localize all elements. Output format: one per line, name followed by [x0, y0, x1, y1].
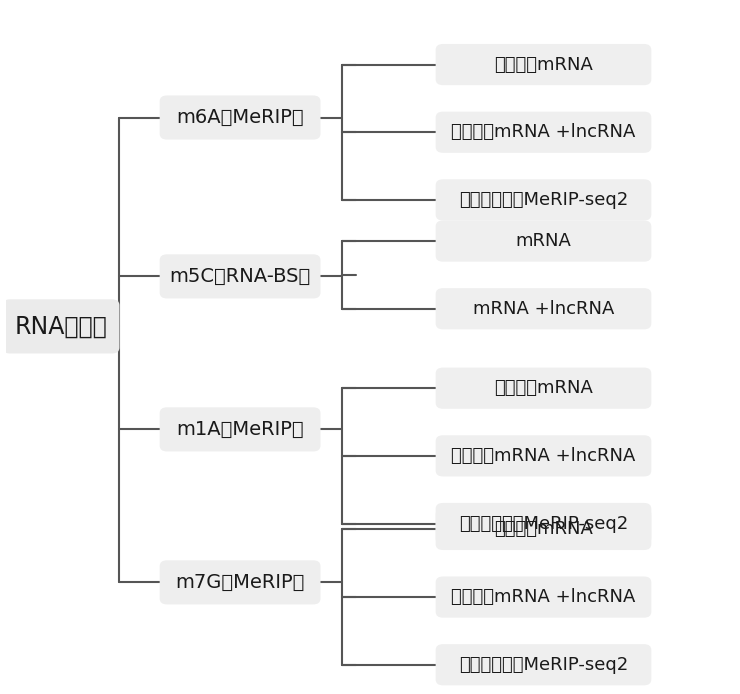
Text: m5C（RNA-BS）: m5C（RNA-BS）	[169, 267, 311, 286]
Text: （群体研究）MeRIP-seq2: （群体研究）MeRIP-seq2	[459, 656, 628, 674]
FancyBboxPatch shape	[436, 435, 651, 477]
FancyBboxPatch shape	[436, 221, 651, 262]
Text: m1A（MeRIP）: m1A（MeRIP）	[176, 420, 304, 439]
Text: （群体研究）MeRIP-seq2: （群体研究）MeRIP-seq2	[459, 191, 628, 209]
FancyBboxPatch shape	[436, 509, 651, 550]
FancyBboxPatch shape	[436, 44, 651, 85]
FancyBboxPatch shape	[436, 577, 651, 618]
FancyBboxPatch shape	[160, 96, 320, 139]
Text: mRNA: mRNA	[516, 232, 571, 250]
FancyBboxPatch shape	[436, 368, 651, 409]
FancyBboxPatch shape	[160, 407, 320, 451]
FancyBboxPatch shape	[160, 254, 320, 298]
Text: RNA甲基化: RNA甲基化	[15, 314, 107, 339]
Text: m7G（MeRIP）: m7G（MeRIP）	[175, 573, 305, 592]
FancyBboxPatch shape	[160, 560, 320, 604]
Text: （常规）mRNA: （常规）mRNA	[494, 56, 593, 74]
FancyBboxPatch shape	[436, 288, 651, 330]
Text: （微量）mRNA +lncRNA: （微量）mRNA +lncRNA	[451, 588, 636, 606]
Text: mRNA +lncRNA: mRNA +lncRNA	[473, 300, 614, 318]
FancyBboxPatch shape	[436, 112, 651, 153]
Text: （常规）mRNA: （常规）mRNA	[494, 379, 593, 397]
FancyBboxPatch shape	[2, 299, 119, 353]
Text: （常规）mRNA: （常规）mRNA	[494, 520, 593, 539]
Text: （群体研究）MeRIP-seq2: （群体研究）MeRIP-seq2	[459, 514, 628, 532]
FancyBboxPatch shape	[436, 503, 651, 544]
Text: m6A（MeRIP）: m6A（MeRIP）	[176, 108, 304, 127]
Text: （微量）mRNA +lncRNA: （微量）mRNA +lncRNA	[451, 447, 636, 465]
FancyBboxPatch shape	[436, 179, 651, 221]
FancyBboxPatch shape	[436, 644, 651, 686]
Text: （微量）mRNA +lncRNA: （微量）mRNA +lncRNA	[451, 124, 636, 141]
